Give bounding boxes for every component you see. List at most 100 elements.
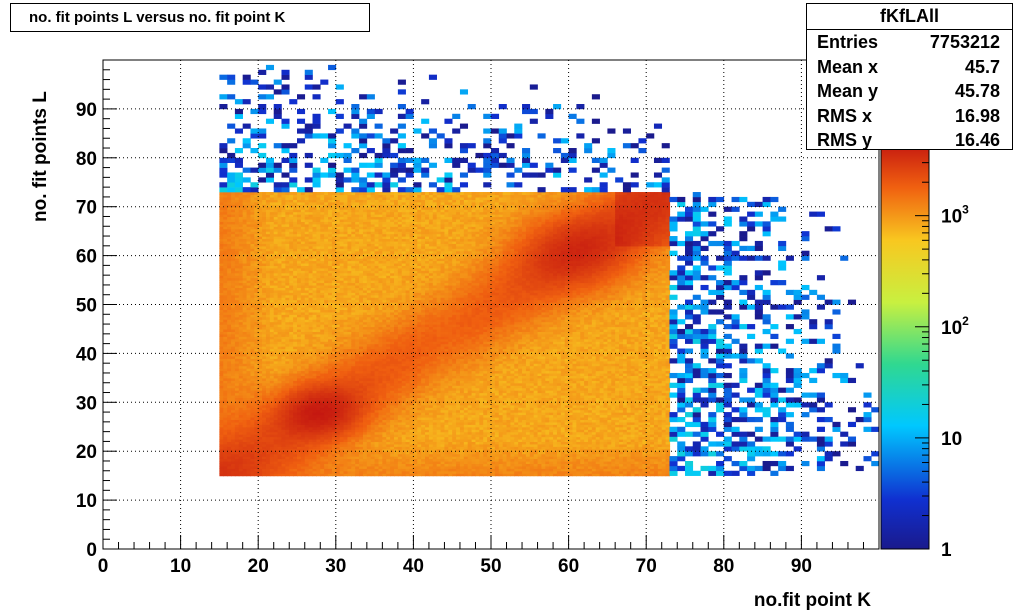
- heatmap-cell: [219, 443, 224, 447]
- heatmap-cell: [293, 309, 298, 313]
- heatmap-cell: [328, 387, 333, 391]
- heatmap-cell: [250, 392, 255, 396]
- heatmap-cell: [231, 446, 236, 450]
- heatmap-cell: [300, 192, 306, 196]
- heatmap-cell: [308, 299, 314, 303]
- heatmap-cell: [219, 311, 224, 315]
- heatmap-cell: [316, 470, 321, 474]
- heatmap-cell: [277, 275, 283, 279]
- heatmap-cell: [277, 426, 283, 430]
- heatmap-cell: [297, 314, 302, 318]
- heatmap-cell: [308, 194, 314, 198]
- heatmap-cell: [320, 302, 325, 306]
- heatmap-cell: [238, 204, 244, 208]
- heatmap-cell: [242, 448, 248, 452]
- heatmap-cell: [258, 302, 263, 306]
- heatmap-cell: [320, 253, 325, 257]
- heatmap-cell: [262, 250, 267, 254]
- heatmap-cell: [335, 253, 341, 257]
- heatmap-cell: [320, 463, 325, 467]
- heatmap-cell: [289, 446, 294, 450]
- heatmap-cell: [316, 228, 321, 232]
- heatmap-cell: [308, 358, 314, 362]
- heatmap-cell: [328, 194, 333, 198]
- heatmap-cell: [238, 214, 244, 218]
- heatmap-cell: [312, 456, 317, 460]
- heatmap-cell: [304, 223, 310, 227]
- heatmap-cell: [316, 306, 321, 310]
- heatmap-cell: [312, 250, 317, 254]
- heatmap-cell: [297, 436, 302, 440]
- heatmap-cell: [227, 441, 232, 445]
- heatmap-cell: [254, 194, 259, 198]
- heatmap-cell: [316, 282, 321, 286]
- heatmap-cell: [277, 270, 283, 274]
- heatmap-cell: [331, 355, 337, 359]
- heatmap-cell: [262, 238, 267, 242]
- heatmap-cell: [265, 223, 271, 227]
- heatmap-cell: [234, 282, 240, 286]
- heatmap-cell: [234, 228, 240, 232]
- heatmap-cell: [265, 365, 271, 369]
- heatmap-cell: [234, 221, 240, 225]
- heatmap-cell: [304, 282, 310, 286]
- heatmap-cell: [234, 214, 240, 218]
- heatmap-cell: [331, 204, 337, 208]
- heatmap-cell: [339, 453, 345, 457]
- heatmap-cell: [331, 309, 337, 313]
- heatmap-cell: [300, 233, 306, 237]
- heatmap-cell: [316, 370, 321, 374]
- heatmap-cell: [242, 355, 248, 359]
- heatmap-cell: [285, 328, 290, 332]
- heatmap-cell: [285, 206, 290, 210]
- heatmap-cell: [258, 194, 263, 198]
- heatmap-cell: [277, 221, 283, 225]
- heatmap-cell: [304, 253, 310, 257]
- heatmap-cell: [308, 196, 314, 200]
- heatmap-cell: [320, 204, 325, 208]
- heatmap-cell: [316, 438, 321, 443]
- heatmap-cell: [281, 441, 286, 445]
- heatmap-cell: [312, 302, 317, 306]
- heatmap-cell: [223, 358, 228, 362]
- heatmap-cell: [335, 238, 341, 242]
- heatmap-cell: [285, 309, 290, 313]
- heatmap-cell: [328, 331, 333, 335]
- heatmap-cell: [273, 216, 279, 220]
- heatmap-cell: [335, 243, 341, 247]
- heatmap-cell: [262, 365, 267, 369]
- heatmap-cell: [324, 331, 329, 335]
- heatmap-cell: [289, 438, 294, 443]
- heatmap-cell: [312, 382, 317, 386]
- heatmap-cell: [285, 407, 290, 411]
- heatmap-cell: [262, 194, 267, 198]
- heatmap-cell: [285, 382, 290, 386]
- heatmap-cell: [335, 221, 341, 225]
- heatmap-cell: [335, 297, 341, 301]
- heatmap-cell: [223, 404, 228, 408]
- heatmap-cell: [281, 385, 286, 389]
- heatmap-cell: [231, 321, 236, 325]
- heatmap-cell: [320, 453, 325, 457]
- heatmap-cell: [223, 201, 228, 205]
- heatmap-cell: [219, 348, 224, 352]
- heatmap-cell: [242, 250, 248, 254]
- heatmap-cell: [300, 402, 306, 406]
- heatmap-cell: [304, 284, 310, 288]
- heatmap-cell: [277, 419, 283, 423]
- heatmap-cell: [320, 275, 325, 279]
- heatmap-cell: [320, 331, 325, 335]
- heatmap-cell: [285, 201, 290, 205]
- heatmap-cell: [281, 353, 286, 357]
- heatmap-cell: [219, 243, 224, 247]
- heatmap-cell: [223, 324, 228, 328]
- heatmap-cell: [265, 201, 271, 205]
- heatmap-cell: [328, 370, 333, 374]
- heatmap-cell: [300, 250, 306, 254]
- heatmap-cell: [285, 302, 290, 306]
- heatmap-cell: [316, 456, 321, 460]
- heatmap-cell: [300, 223, 306, 227]
- heatmap-cell: [316, 382, 321, 386]
- heatmap-cell: [320, 238, 325, 242]
- heatmap-cell: [316, 404, 321, 408]
